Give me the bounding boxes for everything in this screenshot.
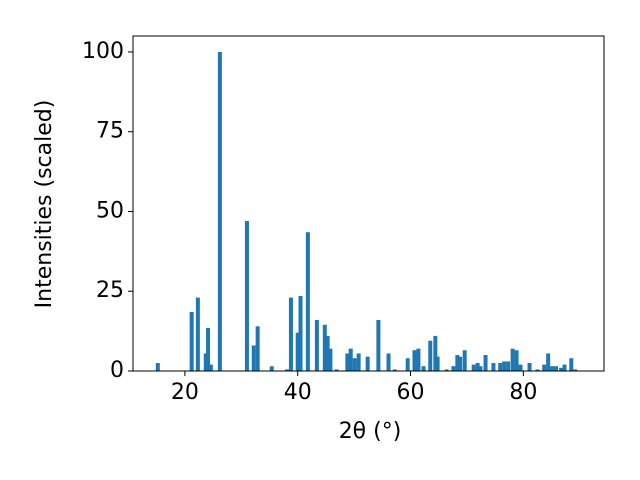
bar	[514, 350, 519, 371]
plot-frame	[132, 35, 605, 372]
bar	[562, 364, 567, 371]
bar	[386, 353, 391, 371]
bar	[478, 366, 483, 371]
bar	[510, 348, 515, 371]
bar	[255, 326, 260, 371]
bar	[458, 356, 463, 371]
bar	[412, 350, 417, 371]
bar	[455, 355, 460, 371]
bar	[518, 364, 523, 371]
bar	[569, 358, 574, 371]
bar	[352, 358, 357, 371]
bar	[475, 363, 480, 371]
bar	[433, 335, 438, 371]
bar	[298, 296, 303, 371]
bar	[491, 363, 496, 371]
bar	[348, 348, 353, 371]
bar	[405, 358, 410, 371]
bar	[284, 369, 289, 371]
bar	[203, 353, 208, 371]
bar	[251, 345, 256, 371]
bar	[189, 311, 194, 371]
bar	[451, 366, 456, 371]
bar	[573, 369, 578, 371]
bar	[334, 369, 339, 371]
bar	[322, 324, 327, 371]
bar	[502, 361, 507, 371]
bar	[314, 319, 319, 371]
bar	[506, 361, 511, 371]
y-tick-label: 50	[96, 198, 124, 223]
y-tick-label: 75	[96, 119, 124, 144]
bar	[328, 348, 333, 371]
bar	[554, 366, 559, 371]
y-tick-label: 0	[110, 358, 124, 383]
bar	[269, 366, 274, 371]
x-tick-label: 20	[171, 380, 199, 405]
bar	[356, 353, 361, 371]
bar	[546, 353, 551, 371]
bar	[244, 221, 249, 371]
bar	[542, 364, 547, 371]
bar	[206, 327, 211, 371]
y-tick-label: 100	[82, 39, 124, 64]
bar	[535, 369, 540, 371]
bar	[498, 363, 503, 371]
bar	[208, 364, 213, 371]
bar	[365, 356, 370, 371]
bar	[295, 332, 300, 371]
x-tick-label: 80	[509, 380, 537, 405]
bar	[376, 319, 381, 371]
bar	[305, 232, 310, 371]
bar	[345, 353, 350, 371]
bar	[483, 355, 488, 371]
x-tick-label: 40	[284, 380, 312, 405]
bar	[444, 369, 449, 371]
bar	[325, 335, 330, 371]
bar	[392, 369, 397, 371]
bar	[288, 297, 293, 371]
bar	[195, 297, 200, 371]
bar	[155, 363, 160, 371]
bar	[435, 356, 440, 371]
bar	[462, 350, 467, 371]
bar	[559, 367, 564, 371]
bar	[217, 51, 222, 371]
x-axis-label: 2θ (°)	[339, 419, 402, 444]
bar	[550, 366, 555, 371]
bar	[421, 366, 426, 371]
bar	[428, 340, 433, 371]
x-tick-label: 60	[397, 380, 425, 405]
y-tick-label: 25	[96, 278, 124, 303]
y-axis-label: Intensities (scaled)	[32, 100, 57, 309]
bar	[416, 348, 421, 371]
bar	[471, 364, 476, 371]
bar	[527, 363, 532, 371]
